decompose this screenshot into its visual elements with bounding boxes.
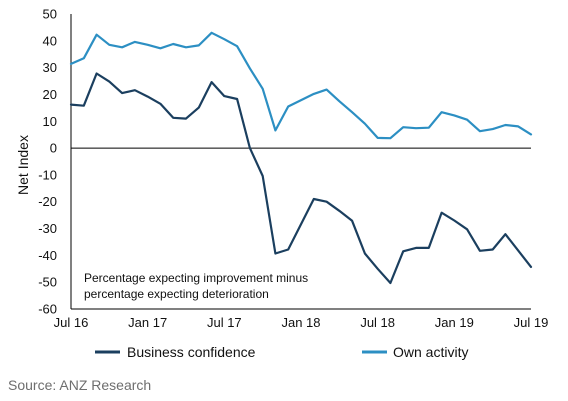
y-tick-label: 20 <box>43 87 57 102</box>
x-axis-ticks: Jul 16 Jan 17 Jul 17 Jan 18 Jul 18 Jan 19 Jul … <box>54 315 549 330</box>
y-tick-label: 10 <box>43 114 57 129</box>
y-tick-label: -60 <box>38 302 57 317</box>
x-tick-label: Jul 16 <box>54 315 89 330</box>
axes <box>70 14 531 310</box>
x-tick-label: Jul 18 <box>360 315 395 330</box>
y-tick-label: 40 <box>43 33 57 48</box>
x-tick-label: Jul 17 <box>207 315 242 330</box>
y-tick-label: -50 <box>38 275 57 290</box>
legend: Business confidence Own activity <box>95 344 468 360</box>
x-tick-label: Jul 19 <box>514 315 549 330</box>
series-line-own-activity <box>69 31 533 140</box>
y-tick-label: -40 <box>38 248 57 263</box>
y-tick-label: 50 <box>43 7 57 22</box>
y-tick-label: -10 <box>38 167 57 182</box>
legend-label-business-confidence: Business confidence <box>127 344 256 360</box>
source-note: Source: ANZ Research <box>8 377 152 393</box>
y-tick-label: 0 <box>50 141 57 156</box>
series-line-business-confidence <box>69 72 533 285</box>
y-axis-ticks: 50 40 30 20 10 0 -10 -20 -30 -40 -50 -60 <box>38 7 57 317</box>
y-tick-label: 30 <box>43 60 57 75</box>
y-tick-label: -20 <box>38 194 57 209</box>
annotation-line-1: Percentage expecting improvement minus <box>84 271 308 285</box>
annotation-line-2: percentage expecting deterioration <box>84 287 269 301</box>
x-tick-label: Jan 19 <box>435 315 474 330</box>
x-tick-label: Jan 17 <box>128 315 167 330</box>
series-lines <box>69 31 533 285</box>
chart: 50 40 30 20 10 0 -10 -20 -30 -40 -50 -60 Jul 16 Jan … <box>15 7 549 361</box>
y-axis-label: Net Index <box>15 135 31 195</box>
y-tick-label: -30 <box>38 221 57 236</box>
x-tick-label: Jan 18 <box>281 315 320 330</box>
legend-label-own-activity: Own activity <box>393 344 468 360</box>
